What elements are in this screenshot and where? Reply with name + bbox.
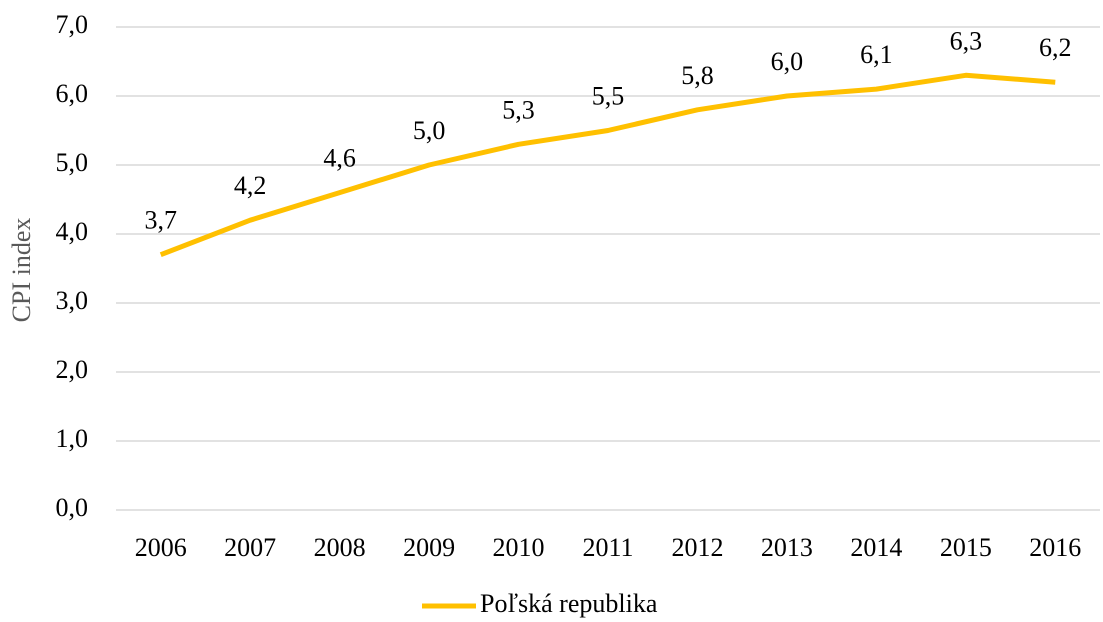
x-tick-label: 2007 <box>224 533 276 562</box>
data-label: 5,5 <box>592 81 625 110</box>
series-line <box>159 72 1056 258</box>
legend-label: Poľská republika <box>480 589 658 618</box>
data-label: 4,2 <box>234 171 267 200</box>
y-tick-label: 4,0 <box>56 217 89 246</box>
x-tick-label: 2006 <box>135 533 187 562</box>
x-tick-label: 2009 <box>403 533 455 562</box>
data-label: 5,3 <box>502 95 535 124</box>
y-tick-label: 7,0 <box>56 10 89 39</box>
y-tick-label: 6,0 <box>56 79 89 108</box>
data-label: 5,8 <box>681 61 714 90</box>
y-tick-label: 3,0 <box>56 286 89 315</box>
data-label: 6,1 <box>860 40 893 69</box>
x-tick-label: 2012 <box>671 533 723 562</box>
y-tick-label: 1,0 <box>56 424 89 453</box>
y-tick-label: 0,0 <box>56 493 89 522</box>
data-label: 5,0 <box>413 116 446 145</box>
data-label: 6,2 <box>1039 33 1072 62</box>
y-tick-label: 5,0 <box>56 148 89 177</box>
data-label: 6,3 <box>950 26 983 55</box>
x-tick-label: 2015 <box>940 533 992 562</box>
x-tick-label: 2016 <box>1029 533 1081 562</box>
x-tick-label: 2010 <box>493 533 545 562</box>
x-tick-label: 2013 <box>761 533 813 562</box>
data-label: 6,0 <box>771 47 804 76</box>
x-tick-label: 2014 <box>850 533 902 562</box>
x-tick-label: 2008 <box>314 533 366 562</box>
x-tick-label: 2011 <box>582 533 633 562</box>
data-label: 4,6 <box>323 144 356 173</box>
y-tick-label: 2,0 <box>56 355 89 384</box>
y-axis-label: CPI index <box>7 218 36 323</box>
data-label: 3,7 <box>144 206 177 235</box>
